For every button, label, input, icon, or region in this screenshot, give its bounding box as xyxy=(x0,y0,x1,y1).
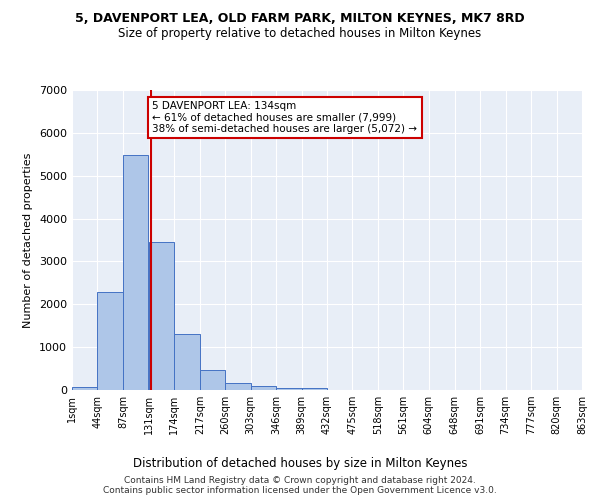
Bar xyxy=(149,242,175,390)
Bar xyxy=(97,292,123,390)
Text: 5, DAVENPORT LEA, OLD FARM PARK, MILTON KEYNES, MK7 8RD: 5, DAVENPORT LEA, OLD FARM PARK, MILTON … xyxy=(75,12,525,26)
Y-axis label: Number of detached properties: Number of detached properties xyxy=(23,152,34,328)
Text: Size of property relative to detached houses in Milton Keynes: Size of property relative to detached ho… xyxy=(118,28,482,40)
Bar xyxy=(276,388,302,390)
Bar xyxy=(251,386,276,390)
Bar xyxy=(123,155,148,390)
Text: Distribution of detached houses by size in Milton Keynes: Distribution of detached houses by size … xyxy=(133,458,467,470)
Bar xyxy=(175,334,200,390)
Text: 5 DAVENPORT LEA: 134sqm
← 61% of detached houses are smaller (7,999)
38% of semi: 5 DAVENPORT LEA: 134sqm ← 61% of detache… xyxy=(152,100,418,134)
Text: Contains HM Land Registry data © Crown copyright and database right 2024.
Contai: Contains HM Land Registry data © Crown c… xyxy=(103,476,497,495)
Bar xyxy=(302,388,327,390)
Bar xyxy=(72,387,97,390)
Bar xyxy=(200,370,225,390)
Bar xyxy=(225,384,251,390)
